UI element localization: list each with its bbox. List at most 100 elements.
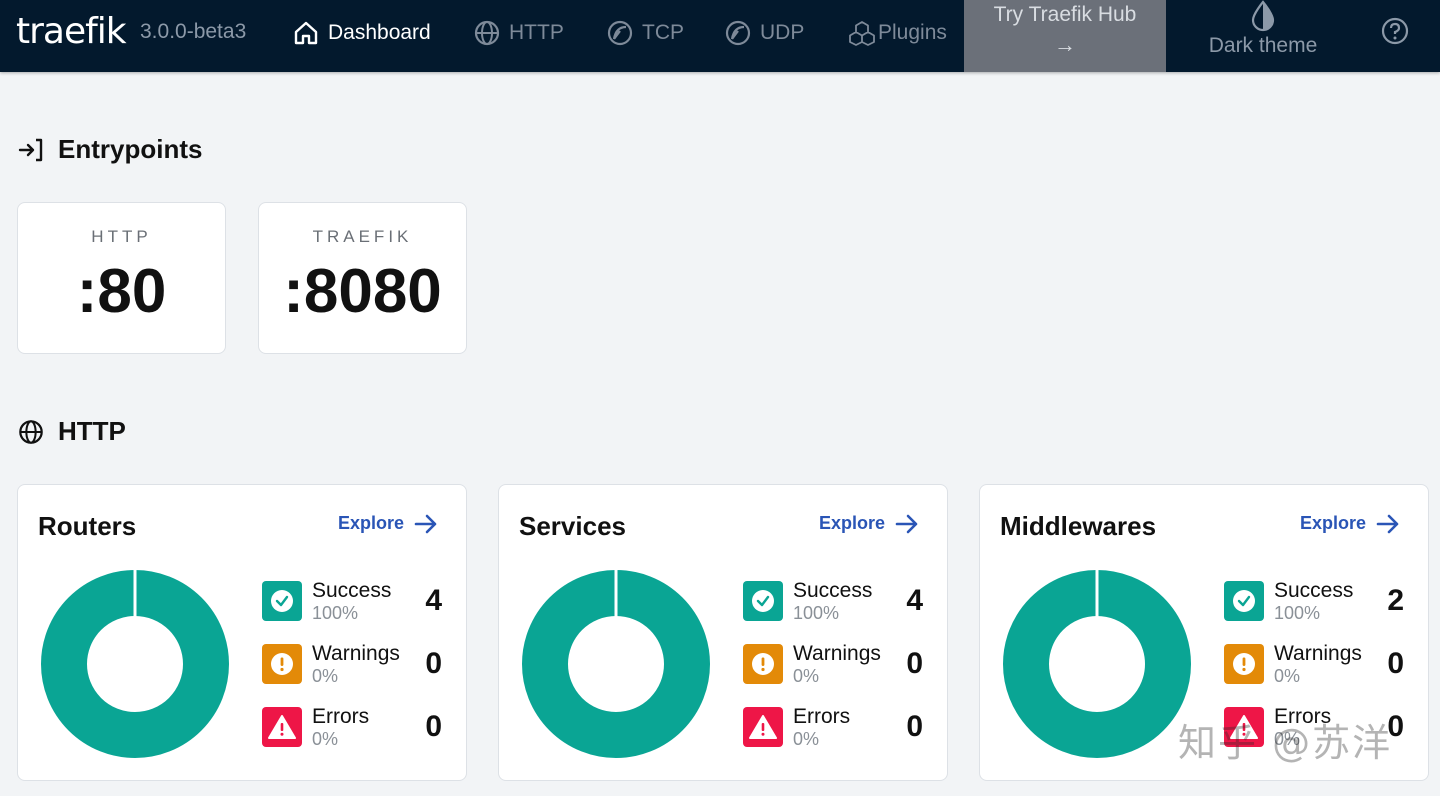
card-title: Middlewares	[1000, 511, 1157, 541]
middlewares-card: Middlewares Explore Success 100% 2 Warni…	[979, 484, 1429, 781]
arrow-right-icon	[895, 514, 918, 533]
contrast-drop-icon	[1251, 0, 1275, 32]
nav-dashboard[interactable]: Dashboard	[292, 16, 431, 50]
check-circle-icon	[271, 590, 293, 612]
nav-plugins[interactable]: Plugins	[848, 16, 947, 50]
nav-udp-label: UDP	[760, 21, 805, 44]
legend-label: Errors	[793, 705, 851, 728]
top-navbar: traefik 3.0.0-beta3 Dashboard HTTP TCP U…	[0, 0, 1440, 72]
legend-warnings: Warnings 0% 0	[743, 642, 923, 686]
success-badge	[262, 581, 302, 621]
hub-button-label: Try Traefik Hub	[993, 3, 1137, 26]
warning-badge	[262, 644, 302, 684]
legend-percent: 0%	[1274, 729, 1301, 749]
legend-count: 4	[425, 584, 442, 617]
globe-icon	[19, 419, 43, 444]
entrypoint-card-http[interactable]: HTTP :80	[17, 202, 226, 354]
legend-warnings: Warnings 0% 0	[1224, 642, 1404, 686]
routers-card: Routers Explore Success 100% 4 Warnings …	[17, 484, 467, 781]
explore-services-link[interactable]: Explore	[819, 513, 919, 534]
legend-warnings: Warnings 0% 0	[262, 642, 442, 686]
legend-label: Success	[793, 579, 873, 602]
version-label: 3.0.0-beta3	[140, 20, 247, 43]
error-badge	[743, 707, 783, 747]
legend-success: Success 100% 2	[1224, 579, 1404, 623]
entrypoint-name: TRAEFIK	[312, 227, 413, 246]
explore-middlewares-link[interactable]: Explore	[1300, 513, 1400, 534]
legend-percent: 0%	[312, 729, 339, 749]
entrypoint-port: :80	[76, 257, 167, 326]
traefik-logo[interactable]: traefik	[16, 11, 127, 52]
explore-label: Explore	[1299, 513, 1366, 533]
success-badge	[743, 581, 783, 621]
help-icon[interactable]	[1380, 16, 1410, 46]
nav-tcp[interactable]: TCP	[606, 16, 684, 50]
arrow-right-icon	[414, 514, 437, 533]
legend-label: Errors	[312, 705, 370, 728]
nav-dashboard-label: Dashboard	[328, 21, 431, 44]
nav-http-label: HTTP	[509, 21, 564, 44]
warning-badge	[1224, 644, 1264, 684]
legend-label: Warnings	[793, 642, 881, 665]
status-donut-chart	[522, 569, 710, 758]
legend-percent: 0%	[312, 666, 339, 686]
entrypoints-title-label: Entrypoints	[58, 134, 203, 164]
explore-label: Explore	[337, 513, 404, 533]
legend-label: Success	[1274, 579, 1354, 602]
entrypoint-name: HTTP	[91, 227, 152, 246]
services-card: Services Explore Success 100% 4 Warnings…	[498, 484, 948, 781]
arrow-right-icon: →	[1054, 32, 1076, 57]
check-circle-icon	[752, 590, 774, 612]
legend-percent: 100%	[312, 603, 359, 623]
legend-label: Success	[312, 579, 392, 602]
dark-theme-toggle[interactable]: Dark theme	[1196, 0, 1330, 72]
warning-triangle-icon	[749, 715, 777, 739]
nav-udp[interactable]: UDP	[724, 16, 804, 50]
legend-count: 0	[425, 647, 442, 680]
card-title: Services	[519, 511, 626, 541]
legend-percent: 100%	[793, 603, 840, 623]
sign-in-icon	[18, 138, 43, 161]
try-traefik-hub-button[interactable]: Try Traefik Hub →	[964, 0, 1166, 72]
explore-routers-link[interactable]: Explore	[338, 513, 438, 534]
home-icon	[294, 21, 318, 45]
legend-success: Success 100% 4	[743, 579, 923, 623]
legend-percent: 0%	[793, 666, 820, 686]
udp-icon	[725, 20, 751, 46]
check-circle-icon	[1233, 590, 1255, 612]
arrow-right-icon	[1376, 514, 1399, 533]
legend-errors: Errors 0% 0	[262, 705, 442, 749]
exclamation-circle-icon	[752, 653, 774, 675]
status-donut-chart	[1003, 569, 1191, 758]
success-badge	[1224, 581, 1264, 621]
plugins-icon	[849, 21, 875, 46]
legend-errors: Errors 0% 0	[743, 705, 923, 749]
legend-percent: 0%	[1274, 666, 1301, 686]
legend-label: Warnings	[1274, 642, 1362, 665]
dark-theme-label: Dark theme	[1208, 34, 1318, 57]
legend-count: 4	[906, 584, 923, 617]
watermark: 知乎 @苏洋	[1178, 721, 1393, 765]
entrypoint-card-traefik[interactable]: TRAEFIK :8080	[258, 202, 467, 354]
warning-triangle-icon	[268, 715, 296, 739]
legend-percent: 0%	[793, 729, 820, 749]
legend-label: Errors	[1274, 705, 1332, 728]
entrypoint-port: :8080	[283, 257, 442, 326]
entrypoints-section-title: Entrypoints	[18, 134, 202, 165]
nav-plugins-label: Plugins	[878, 21, 947, 44]
legend-count: 0	[1387, 647, 1404, 680]
nav-http[interactable]: HTTP	[473, 16, 564, 50]
warning-badge	[743, 644, 783, 684]
legend-count: 0	[425, 710, 442, 743]
explore-label: Explore	[818, 513, 885, 533]
error-badge	[1224, 707, 1264, 747]
legend-count: 0	[906, 710, 923, 743]
legend-label: Warnings	[312, 642, 400, 665]
legend-percent: 100%	[1274, 603, 1321, 623]
legend-count: 0	[906, 647, 923, 680]
warning-triangle-icon	[1230, 715, 1258, 739]
http-title-label: HTTP	[58, 416, 126, 446]
tcp-icon	[607, 20, 633, 46]
card-title: Routers	[38, 511, 137, 541]
exclamation-circle-icon	[271, 653, 293, 675]
